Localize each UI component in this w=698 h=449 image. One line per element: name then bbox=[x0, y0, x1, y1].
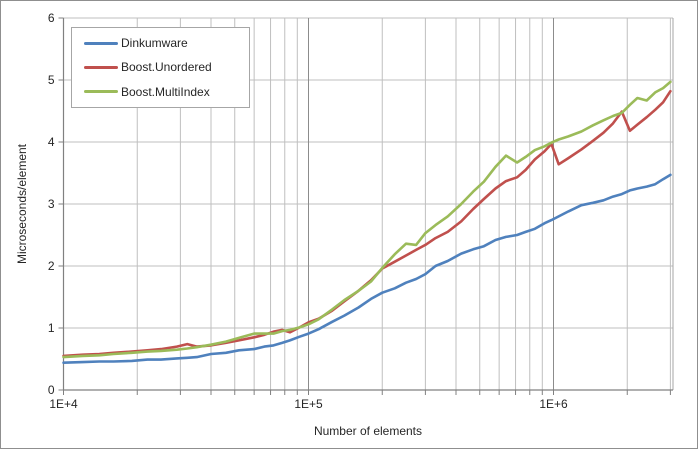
legend-line-swatch bbox=[84, 90, 118, 94]
y-tick-label: 1 bbox=[48, 321, 55, 335]
y-tick-label: 6 bbox=[48, 11, 55, 25]
legend-item-boost-multiindex: Boost.MultiIndex bbox=[84, 85, 249, 99]
x-tick-label: 1E+4 bbox=[49, 397, 78, 411]
series-line-dinkumware bbox=[62, 173, 672, 365]
x-tick-label: 1E+5 bbox=[294, 397, 323, 411]
legend-label: Boost.Unordered bbox=[121, 60, 212, 75]
legend-item-dinkumware: Dinkumware bbox=[84, 36, 249, 50]
legend: Dinkumware Boost.Unordered Boost.MultiInde… bbox=[71, 27, 250, 108]
y-tick-label: 2 bbox=[48, 259, 55, 273]
x-axis-title: Number of elements bbox=[313, 424, 423, 438]
y-axis-title: Microseconds/element bbox=[15, 143, 29, 265]
y-tick-label: 3 bbox=[48, 197, 55, 211]
series-line-boost-multiindex bbox=[62, 80, 672, 359]
y-tick-label: 5 bbox=[48, 73, 55, 87]
legend-line-swatch bbox=[84, 65, 118, 69]
legend-label: Boost.MultiIndex bbox=[121, 84, 210, 99]
legend-label: Dinkumware bbox=[121, 36, 188, 51]
legend-line-swatch bbox=[84, 41, 118, 45]
y-tick-label: 0 bbox=[48, 383, 55, 397]
legend-item-boost-unordered: Boost.Unordered bbox=[84, 60, 249, 74]
x-tick-label: 1E+6 bbox=[539, 397, 568, 411]
y-tick-label: 4 bbox=[48, 135, 55, 149]
